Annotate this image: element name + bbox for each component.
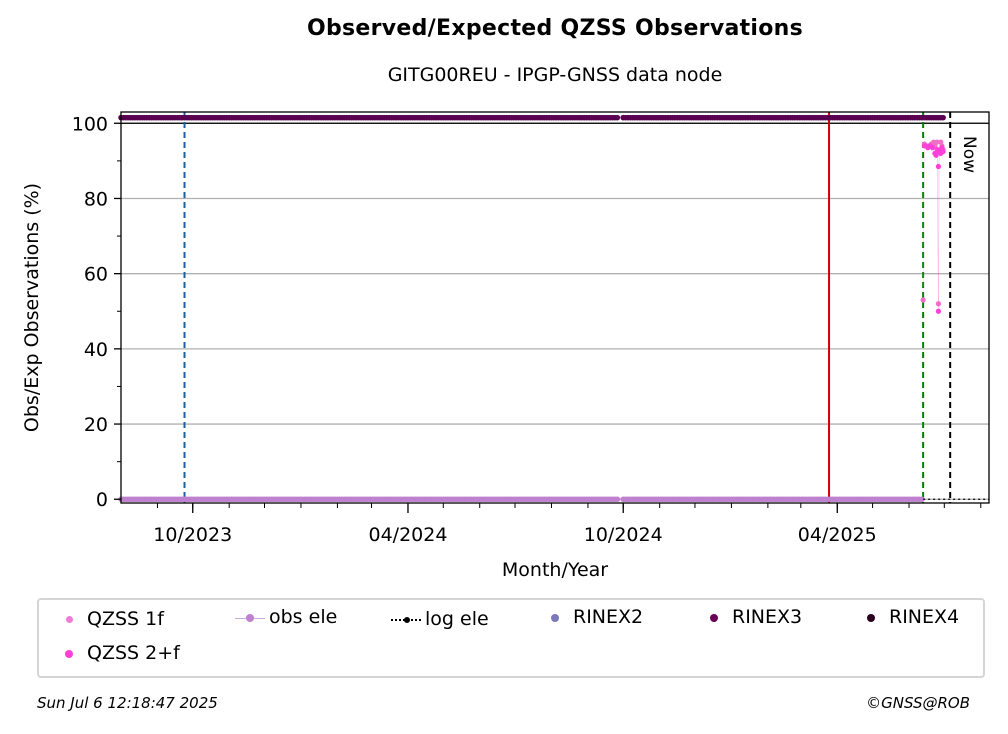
- legend-item-rinex3: RINEX3: [698, 606, 802, 628]
- legend-label-rinex3: RINEX3: [732, 606, 803, 628]
- legend: QZSS 1f obs ele log ele RINEX2 RINEX3 RI…: [37, 598, 985, 678]
- legend-marker-rinex4: [855, 609, 885, 625]
- data-point-qzss-1f: [935, 301, 942, 307]
- footer-copyright: ©GNSS@ROB: [866, 694, 970, 712]
- legend-item-log-ele: log ele: [391, 608, 489, 630]
- x-tick-label: 04/2025: [798, 524, 877, 546]
- x-tick-label: 10/2024: [584, 524, 663, 546]
- data-point-qzss-2-f: [935, 308, 942, 314]
- x-tick-label: 10/2023: [153, 524, 232, 546]
- data-point-qzss-2-f: [935, 163, 942, 170]
- y-tick-label: 100: [72, 113, 108, 135]
- legend-marker-qzss2f: [53, 645, 83, 661]
- series-line-qzss-2-f: [924, 145, 944, 312]
- data-point-qzss-1f: [920, 297, 926, 303]
- data-point-qzss-2-f: [929, 145, 936, 151]
- legend-item-rinex4: RINEX4: [855, 606, 959, 628]
- legend-label-qzss2f: QZSS 2+f: [87, 642, 180, 664]
- data-point-qzss-2-f: [940, 148, 946, 155]
- legend-label-rinex4: RINEX4: [889, 606, 960, 628]
- legend-marker-qzss1f: [53, 611, 83, 627]
- y-tick-label: 40: [84, 339, 108, 361]
- data-point-obs-ele: [919, 496, 925, 503]
- legend-label-qzss1f: QZSS 1f: [87, 608, 164, 630]
- legend-item-rinex2: RINEX2: [539, 606, 643, 628]
- data-point-qzss-2-f: [933, 152, 939, 158]
- footer-timestamp: Sun Jul 6 12:18:47 2025: [37, 694, 218, 712]
- data-point-rinex3: [614, 114, 621, 121]
- legend-label-log-ele: log ele: [425, 608, 489, 630]
- legend-label-rinex2: RINEX2: [573, 606, 644, 628]
- legend-item-qzss1f: QZSS 1f: [53, 608, 164, 630]
- legend-marker-obs-ele: [235, 609, 265, 625]
- plot-frame: [120, 111, 990, 504]
- chart-subtitle: GITG00REU - IPGP-GNSS data node: [387, 64, 723, 86]
- y-tick-label: 80: [84, 188, 108, 210]
- y-tick-label: 0: [96, 489, 108, 511]
- y-tick-label: 60: [84, 264, 108, 286]
- y-axis-label: Obs/Exp Observations (%): [21, 183, 43, 432]
- chart-title: Observed/Expected QZSS Observations: [306, 16, 804, 41]
- legend-item-qzss2f: QZSS 2+f: [53, 642, 180, 664]
- legend-marker-log-ele: [391, 611, 421, 627]
- legend-item-obs-ele: obs ele: [235, 606, 337, 628]
- now-label: Now: [959, 136, 979, 173]
- legend-label-obs-ele: obs ele: [269, 606, 338, 628]
- x-tick-label: 04/2024: [369, 524, 448, 546]
- y-tick-label: 20: [84, 414, 108, 436]
- data-point-obs-ele: [614, 496, 621, 503]
- legend-marker-rinex3: [698, 609, 728, 625]
- x-axis-label: Month/Year: [502, 559, 608, 581]
- chart-plot: 0 20 40 60 80 100 10/2023 04/2024 10/2024 04/2025…: [21, 111, 990, 581]
- legend-marker-rinex2: [539, 609, 569, 625]
- data-point-rinex3: [940, 114, 946, 121]
